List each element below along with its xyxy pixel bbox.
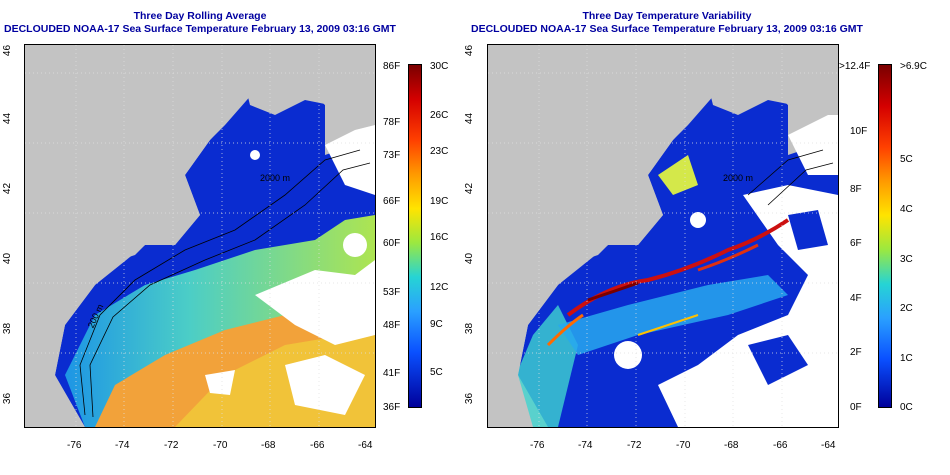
right-variability-map: 2000 m: [487, 44, 839, 428]
left-title-line2: DECLOUDED NOAA-17 Sea Surface Temperatur…: [4, 23, 396, 35]
colorbar-c-label: 19C: [430, 196, 449, 207]
x-tick: -74: [578, 440, 593, 451]
contour-label: 2000 m: [260, 173, 291, 183]
x-tick: -66: [773, 440, 788, 451]
colorbar-f-label: 41F: [383, 368, 401, 379]
colorbar-f-label: 86F: [383, 61, 401, 72]
colorbar-f-label: 2F: [850, 347, 862, 358]
colorbar-c-label: >6.9C: [900, 61, 927, 72]
y-tick: 46: [464, 44, 476, 57]
colorbar-f-label: 36F: [383, 402, 401, 413]
colorbar-f-label: 53F: [383, 287, 401, 298]
colorbar-f-label: 78F: [383, 117, 401, 128]
colorbar-c-label: 9C: [430, 319, 443, 330]
colorbar-f-label: 4F: [850, 293, 862, 304]
left-sst-map: 2000 m 200 m: [24, 44, 376, 428]
x-tick: -68: [261, 440, 276, 451]
left-map-title: Three Day Rolling Average DECLOUDED NOAA…: [0, 10, 400, 36]
x-tick: -68: [724, 440, 739, 451]
x-tick: -76: [67, 440, 82, 451]
colorbar-c-label: 5C: [900, 154, 913, 165]
colorbar-f-label: >12.4F: [839, 61, 871, 72]
x-tick: -72: [627, 440, 642, 451]
y-tick: 42: [2, 182, 14, 195]
x-tick: -70: [676, 440, 691, 451]
x-tick: -64: [358, 440, 373, 451]
x-tick: -76: [530, 440, 545, 451]
right-map-title: Three Day Temperature Variability DECLOU…: [462, 10, 872, 36]
colorbar-c-label: 1C: [900, 353, 913, 364]
y-tick: 46: [2, 44, 14, 57]
colorbar-c-label: 4C: [900, 204, 913, 215]
contour-label: 2000 m: [723, 173, 754, 183]
colorbar-c-label: 16C: [430, 232, 449, 243]
colorbar-f-label: 10F: [850, 126, 868, 137]
y-tick: 38: [2, 322, 14, 335]
y-tick: 36: [2, 392, 14, 405]
y-tick: 42: [464, 182, 476, 195]
y-tick: 40: [2, 252, 14, 265]
colorbar-c-label: 0C: [900, 402, 913, 413]
colorbar-f-label: 66F: [383, 196, 401, 207]
x-tick: -72: [164, 440, 179, 451]
x-tick: -70: [213, 440, 228, 451]
colorbar-c-label: 5C: [430, 367, 443, 378]
colorbar-f-label: 0F: [850, 402, 862, 413]
colorbar-c-label: 23C: [430, 146, 449, 157]
x-tick: -74: [115, 440, 130, 451]
y-tick: 38: [464, 322, 476, 335]
colorbar-f-label: 48F: [383, 320, 401, 331]
colorbar-c-label: 26C: [430, 110, 449, 121]
y-tick: 36: [464, 392, 476, 405]
y-tick: 44: [2, 112, 14, 125]
left-colorbar: [408, 64, 422, 408]
y-tick: 44: [464, 112, 476, 125]
right-title-line1: Three Day Temperature Variability: [582, 10, 752, 22]
left-title-line1: Three Day Rolling Average: [133, 10, 267, 22]
colorbar-c-label: 3C: [900, 254, 913, 265]
colorbar-c-label: 2C: [900, 303, 913, 314]
colorbar-f-label: 60F: [383, 238, 401, 249]
x-tick: -66: [310, 440, 325, 451]
colorbar-c-label: 30C: [430, 61, 449, 72]
right-colorbar: [878, 64, 892, 408]
colorbar-f-label: 6F: [850, 238, 862, 249]
y-tick: 40: [464, 252, 476, 265]
x-tick: -64: [821, 440, 836, 451]
colorbar-f-label: 8F: [850, 184, 862, 195]
colorbar-c-label: 12C: [430, 282, 449, 293]
colorbar-f-label: 73F: [383, 150, 401, 161]
right-title-line2: DECLOUDED NOAA-17 Sea Surface Temperatur…: [471, 23, 863, 35]
